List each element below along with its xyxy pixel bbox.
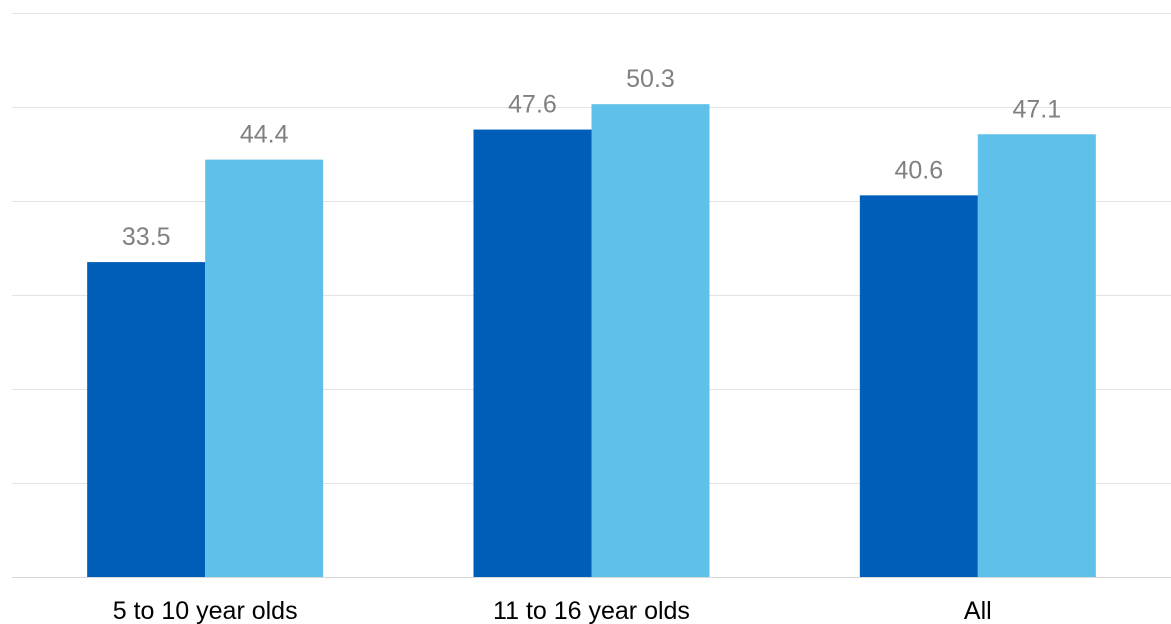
x-tick-labels: 5 to 10 year olds 11 to 16 year olds All	[113, 597, 992, 624]
bar	[859, 195, 978, 578]
bars	[87, 104, 1096, 578]
data-label: 47.1	[1012, 95, 1061, 123]
bar	[87, 262, 206, 577]
data-labels: 33.5 44.4 47.6 50.3 40.6 47.1	[122, 65, 1061, 251]
data-label: 44.4	[240, 121, 289, 149]
bar	[473, 129, 592, 577]
data-label: 50.3	[626, 65, 675, 93]
bar	[205, 159, 324, 577]
data-label: 33.5	[122, 223, 171, 251]
x-tick-label: 11 to 16 year olds	[493, 597, 690, 624]
bar	[977, 134, 1096, 577]
x-tick-label: All	[964, 597, 992, 624]
data-label: 40.6	[894, 156, 943, 184]
x-tick-label: 5 to 10 year olds	[113, 597, 298, 624]
bar	[591, 104, 710, 578]
data-label: 47.6	[508, 91, 557, 119]
